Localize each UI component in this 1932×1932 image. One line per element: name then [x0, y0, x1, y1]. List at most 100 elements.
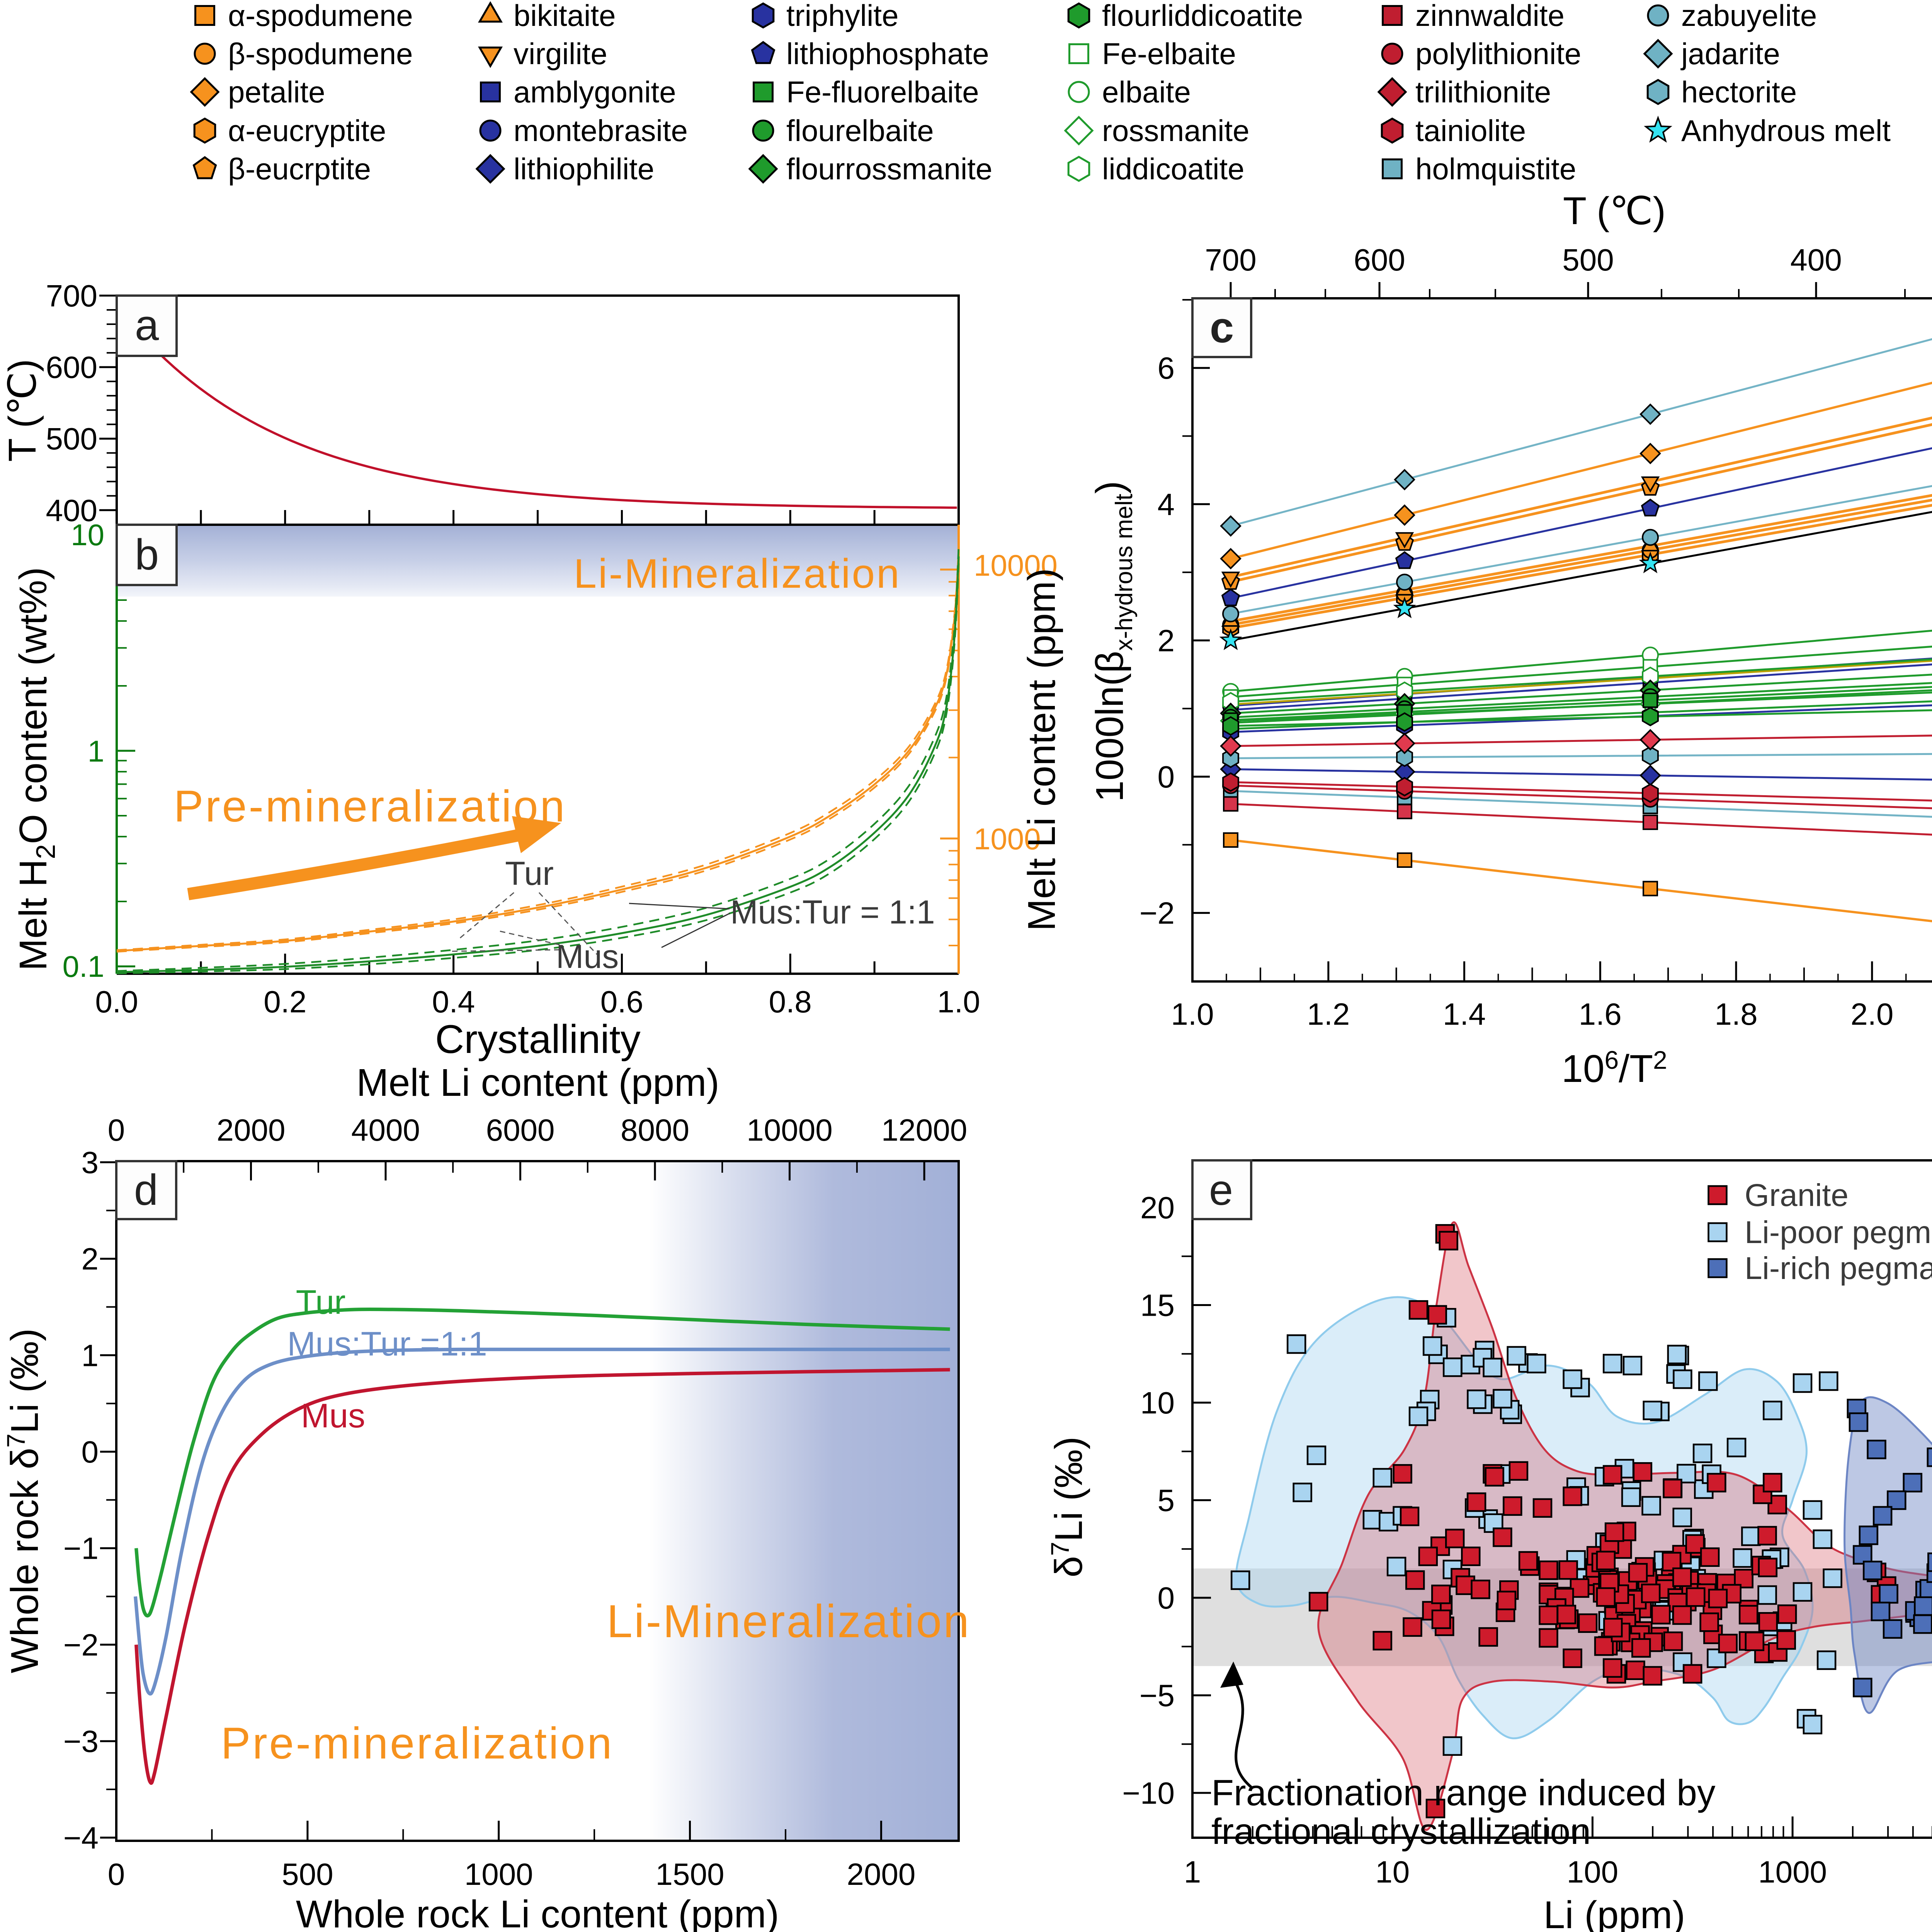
- svg-text:jadarite: jadarite: [1680, 37, 1780, 71]
- svg-text:15: 15: [1140, 1288, 1175, 1323]
- svg-text:100: 100: [1567, 1855, 1618, 1889]
- svg-text:700: 700: [46, 279, 97, 313]
- svg-text:−3: −3: [63, 1724, 99, 1759]
- svg-text:rossmanite: rossmanite: [1102, 114, 1249, 148]
- svg-text:flourliddicoatite: flourliddicoatite: [1102, 0, 1303, 32]
- svg-text:fractional crystallization: fractional crystallization: [1211, 1811, 1591, 1852]
- svg-text:−1: −1: [63, 1531, 99, 1566]
- svg-text:montebrasite: montebrasite: [514, 114, 688, 148]
- svg-text:lithiophilite: lithiophilite: [514, 152, 654, 186]
- svg-text:β-spodumene: β-spodumene: [228, 37, 413, 71]
- svg-text:1000: 1000: [1758, 1855, 1827, 1889]
- svg-text:Whole rock Li content (ppm): Whole rock Li content (ppm): [296, 1893, 779, 1932]
- svg-text:α-eucryptite: α-eucryptite: [228, 114, 386, 148]
- svg-text:1.4: 1.4: [1443, 997, 1486, 1031]
- svg-text:Li (ppm): Li (ppm): [1544, 1893, 1685, 1932]
- svg-text:Li-rich pegmatite: Li-rich pegmatite: [1745, 1251, 1932, 1286]
- svg-text:Fractionation range induced by: Fractionation range induced by: [1211, 1772, 1716, 1813]
- svg-text:Crystallinity: Crystallinity: [435, 1017, 641, 1062]
- svg-text:T (℃): T (℃): [1, 359, 44, 462]
- svg-text:e: e: [1209, 1166, 1233, 1214]
- svg-text:12000: 12000: [881, 1113, 967, 1147]
- svg-text:2000: 2000: [217, 1113, 286, 1147]
- svg-text:0: 0: [108, 1113, 125, 1147]
- svg-text:a: a: [135, 301, 159, 349]
- svg-text:δ7Li (‰): δ7Li (‰): [1046, 1437, 1090, 1578]
- svg-text:0: 0: [1158, 1581, 1175, 1615]
- svg-text:1.8: 1.8: [1714, 997, 1757, 1031]
- svg-text:Mus: Mus: [556, 938, 619, 975]
- svg-text:1000: 1000: [464, 1857, 533, 1891]
- svg-text:10: 10: [71, 518, 104, 552]
- svg-text:Whole rock δ7Li (‰): Whole rock δ7Li (‰): [2, 1328, 46, 1673]
- svg-text:Li-Mineralization: Li-Mineralization: [607, 1595, 971, 1647]
- svg-text:0.4: 0.4: [432, 985, 475, 1019]
- svg-text:bikitaite: bikitaite: [514, 0, 616, 32]
- svg-text:flourrossmanite: flourrossmanite: [786, 152, 992, 186]
- svg-text:polylithionite: polylithionite: [1415, 37, 1581, 71]
- svg-text:flourelbaite: flourelbaite: [786, 114, 934, 148]
- svg-text:10000: 10000: [747, 1113, 832, 1147]
- svg-text:400: 400: [1790, 243, 1842, 277]
- svg-text:−2: −2: [1139, 896, 1175, 930]
- svg-text:zabuyelite: zabuyelite: [1681, 0, 1817, 32]
- svg-text:600: 600: [46, 350, 97, 384]
- svg-text:5: 5: [1158, 1483, 1175, 1518]
- svg-text:10: 10: [1140, 1386, 1175, 1420]
- svg-text:Anhydrous melt: Anhydrous melt: [1681, 114, 1891, 148]
- svg-text:petalite: petalite: [228, 75, 325, 109]
- svg-text:Fe-elbaite: Fe-elbaite: [1102, 37, 1236, 71]
- svg-text:Granite: Granite: [1745, 1178, 1849, 1213]
- svg-text:0.0: 0.0: [95, 985, 138, 1019]
- svg-text:b: b: [135, 531, 159, 579]
- svg-text:4: 4: [1158, 487, 1175, 522]
- svg-text:Mus:Tur =1:1: Mus:Tur =1:1: [287, 1325, 487, 1363]
- svg-text:0: 0: [108, 1857, 125, 1891]
- svg-text:2: 2: [82, 1242, 99, 1276]
- svg-text:1.0: 1.0: [1171, 997, 1214, 1031]
- svg-text:trilithionite: trilithionite: [1415, 75, 1551, 109]
- svg-text:Fe-fluorelbaite: Fe-fluorelbaite: [786, 75, 979, 109]
- svg-text:700: 700: [1205, 243, 1256, 277]
- svg-text:500: 500: [282, 1857, 333, 1891]
- svg-text:20: 20: [1140, 1190, 1175, 1225]
- svg-text:−5: −5: [1139, 1679, 1175, 1713]
- svg-text:1500: 1500: [656, 1857, 724, 1891]
- svg-text:1: 1: [82, 1338, 99, 1372]
- svg-text:106/T2: 106/T2: [1561, 1046, 1667, 1090]
- svg-text:1.2: 1.2: [1307, 997, 1350, 1031]
- svg-text:6000: 6000: [486, 1113, 555, 1147]
- svg-text:0: 0: [82, 1435, 99, 1469]
- svg-text:Tur: Tur: [505, 855, 554, 892]
- svg-text:600: 600: [1354, 243, 1405, 277]
- svg-text:holmquistite: holmquistite: [1415, 152, 1576, 186]
- svg-text:500: 500: [46, 422, 97, 456]
- svg-text:c: c: [1210, 303, 1234, 352]
- svg-text:0.1: 0.1: [63, 949, 104, 983]
- svg-text:1: 1: [1184, 1855, 1201, 1889]
- svg-text:2000: 2000: [847, 1857, 915, 1891]
- svg-text:0.2: 0.2: [264, 985, 306, 1019]
- svg-text:1: 1: [88, 734, 104, 768]
- svg-text:Mus: Mus: [301, 1396, 365, 1435]
- svg-text:500: 500: [1562, 243, 1614, 277]
- svg-text:2: 2: [1158, 623, 1175, 658]
- svg-text:Mus:Tur = 1:1: Mus:Tur = 1:1: [730, 894, 935, 931]
- svg-text:lithiophosphate: lithiophosphate: [786, 37, 989, 71]
- svg-text:zinnwaldite: zinnwaldite: [1415, 0, 1565, 32]
- svg-text:amblygonite: amblygonite: [514, 75, 676, 109]
- svg-text:Tur: Tur: [296, 1283, 346, 1321]
- svg-text:Pre-mineralization: Pre-mineralization: [221, 1719, 614, 1768]
- svg-text:α-spodumene: α-spodumene: [228, 0, 413, 32]
- svg-text:−4: −4: [63, 1821, 99, 1855]
- svg-text:tainiolite: tainiolite: [1415, 114, 1526, 148]
- svg-text:β-eucrptite: β-eucrptite: [228, 152, 371, 186]
- svg-text:0: 0: [1158, 760, 1175, 794]
- svg-text:liddicoatite: liddicoatite: [1102, 152, 1245, 186]
- svg-text:3: 3: [82, 1145, 99, 1180]
- svg-text:Melt Li content (ppm): Melt Li content (ppm): [356, 1061, 719, 1104]
- svg-text:d: d: [134, 1166, 158, 1214]
- svg-text:T (℃): T (℃): [1563, 189, 1666, 233]
- svg-text:0.8: 0.8: [769, 985, 812, 1019]
- svg-text:10: 10: [1375, 1855, 1410, 1889]
